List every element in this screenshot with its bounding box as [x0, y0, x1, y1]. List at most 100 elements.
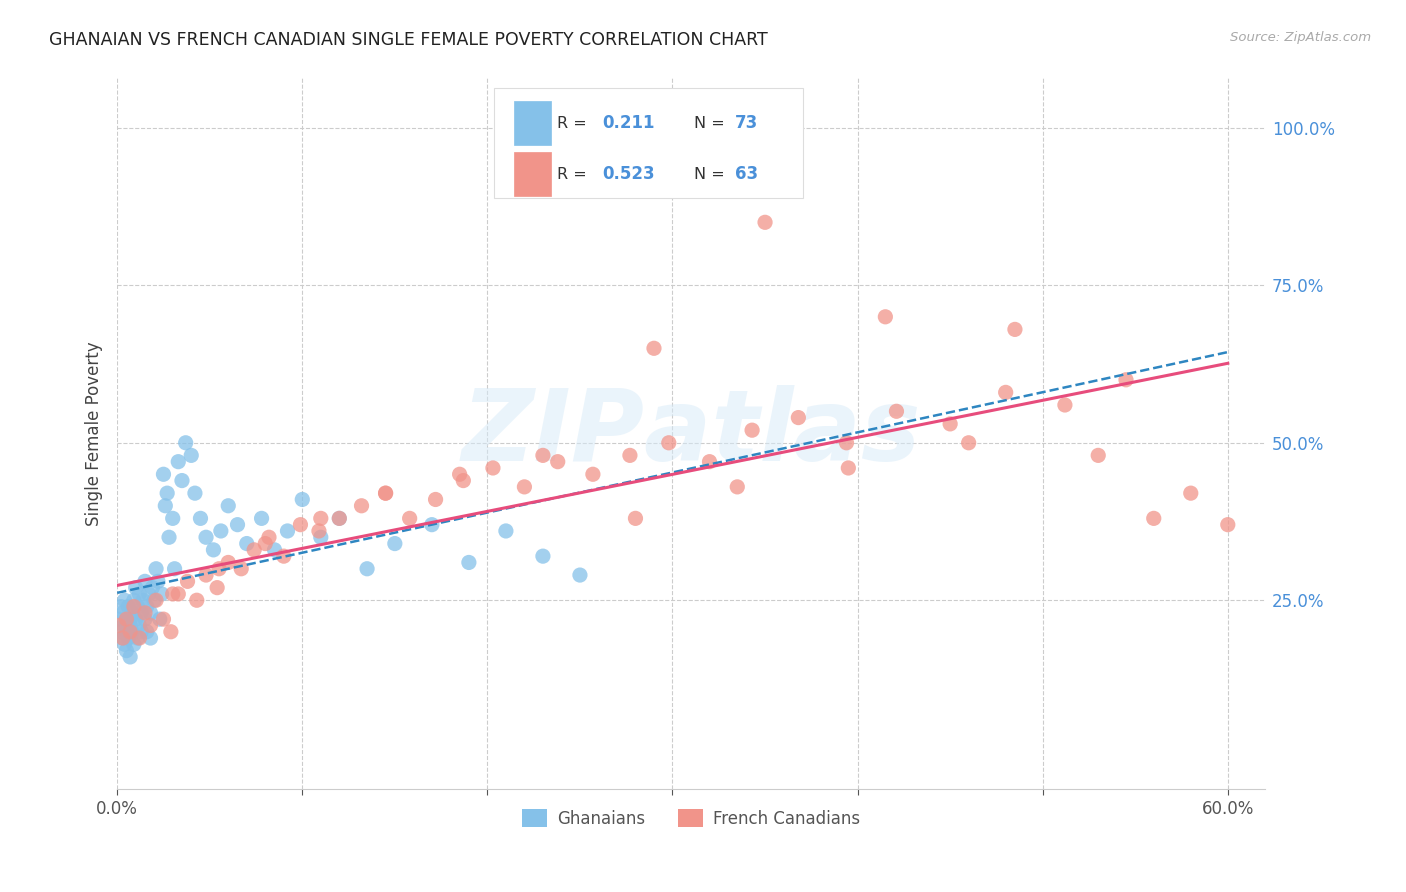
Point [115, 612, 138, 626]
Point [162, 587, 184, 601]
Point [157, 530, 180, 544]
Point [699, 455, 721, 469]
Point [180, 449, 202, 463]
Point [420, 517, 443, 532]
Point [167, 587, 190, 601]
Point [139, 606, 162, 620]
Point [209, 524, 232, 538]
Point [495, 524, 517, 538]
Text: 0.211: 0.211 [603, 114, 655, 132]
Point [837, 461, 859, 475]
Point [122, 593, 145, 607]
Point [482, 461, 505, 475]
Point [309, 530, 332, 544]
Point [135, 624, 157, 639]
Point [384, 536, 406, 550]
Point [176, 574, 198, 589]
Point [152, 467, 174, 482]
Point [146, 574, 169, 589]
Point [120, 612, 142, 626]
Point [129, 624, 152, 639]
Point [114, 593, 136, 607]
Point [231, 562, 253, 576]
Text: 63: 63 [734, 165, 758, 183]
Point [1053, 398, 1076, 412]
Point [254, 536, 277, 550]
Point [257, 530, 280, 544]
Point [184, 486, 207, 500]
Point [128, 631, 150, 645]
Point [374, 486, 396, 500]
Point [150, 587, 173, 601]
Point [356, 562, 378, 576]
Point [115, 624, 138, 639]
Point [1004, 322, 1026, 336]
Point [290, 517, 312, 532]
Point [1115, 373, 1137, 387]
Point [149, 612, 172, 626]
Point [143, 593, 166, 607]
Point [155, 499, 177, 513]
Point [250, 511, 273, 525]
Point [141, 581, 163, 595]
Y-axis label: Single Female Poverty: Single Female Poverty [86, 341, 103, 525]
Point [787, 410, 810, 425]
Point [190, 511, 212, 525]
Point [120, 618, 142, 632]
Point [208, 562, 231, 576]
Point [624, 511, 647, 525]
Point [110, 624, 132, 639]
Point [217, 499, 239, 513]
Point [128, 618, 150, 632]
Point [108, 612, 131, 626]
Point [111, 631, 134, 645]
Point [741, 423, 763, 437]
Point [875, 310, 897, 324]
Point [243, 542, 266, 557]
Point [160, 624, 183, 639]
Point [195, 530, 218, 544]
Point [619, 449, 641, 463]
Point [145, 593, 167, 607]
Point [457, 556, 479, 570]
Point [122, 637, 145, 651]
Point [115, 643, 138, 657]
Point [132, 593, 155, 607]
Text: 73: 73 [734, 114, 758, 132]
Point [129, 606, 152, 620]
Point [111, 606, 134, 620]
Point [114, 637, 136, 651]
Point [939, 417, 962, 431]
Text: N =: N = [695, 167, 725, 182]
Point [162, 511, 184, 525]
Point [835, 435, 858, 450]
Point [170, 474, 193, 488]
Point [308, 524, 330, 538]
Point [174, 435, 197, 450]
Point [139, 618, 162, 632]
Point [145, 562, 167, 576]
Point [117, 599, 139, 614]
Point [994, 385, 1017, 400]
Point [114, 618, 136, 632]
Point [117, 631, 139, 645]
Point [754, 215, 776, 229]
Point [236, 536, 259, 550]
Point [120, 649, 142, 664]
Point [226, 517, 249, 532]
Point [134, 606, 156, 620]
Point [110, 599, 132, 614]
Point [1216, 517, 1239, 532]
Point [202, 542, 225, 557]
Legend: Ghanaians, French Canadians: Ghanaians, French Canadians [515, 803, 868, 834]
Text: ZIP​atlas: ZIP​atlas [461, 384, 921, 482]
Point [163, 562, 186, 576]
Point [186, 593, 208, 607]
Point [398, 511, 420, 525]
Point [350, 499, 373, 513]
Point [449, 467, 471, 482]
Point [152, 612, 174, 626]
Point [328, 511, 350, 525]
Point [374, 486, 396, 500]
Point [1143, 511, 1166, 525]
